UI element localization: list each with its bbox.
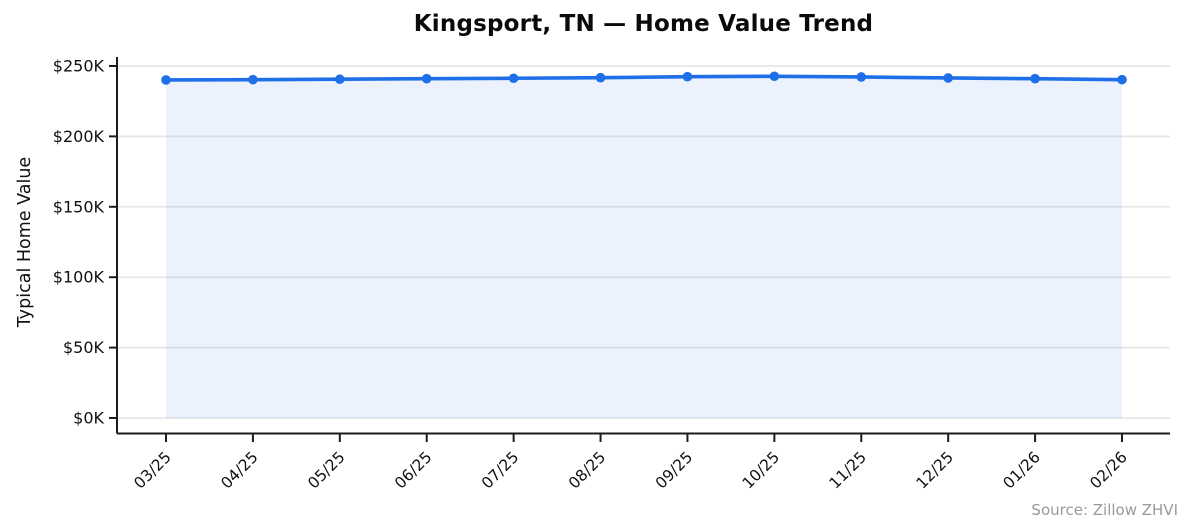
data-point-marker [1030,73,1040,84]
x-tick-label: 08/25 [565,448,609,492]
x-tick-label: 10/25 [739,448,783,492]
data-point-marker [856,72,867,82]
source-note: Source: Zillow ZHVI [1031,501,1178,519]
data-point-marker [682,71,693,82]
x-tick-label: 06/25 [391,448,435,492]
data-point-marker [248,74,258,85]
data-point-marker [335,74,345,85]
x-tick-label: 09/25 [652,448,696,492]
y-tick-label: $0K [73,409,104,428]
x-tick-label: 03/25 [131,448,175,492]
x-tick-label: 02/26 [1087,448,1131,492]
x-tick-label: 11/25 [826,448,870,492]
x-tick-label: 05/25 [304,448,348,492]
data-point-marker [595,72,606,83]
y-tick-label: $150K [53,197,105,216]
y-tick-label: $200K [53,127,105,146]
y-tick-label: $50K [63,338,105,357]
y-tick-label: $100K [53,268,105,287]
x-tick-label: 01/26 [1000,448,1044,492]
data-point-marker [769,71,780,82]
chart-title: Kingsport, TN — Home Value Trend [413,11,874,37]
trend-line [164,74,1124,82]
x-tick-label: 07/25 [478,448,522,492]
x-tick-label: 04/25 [217,448,261,492]
y-axis-label: Typical Home Value [15,157,35,328]
y-tick-label: $250K [53,57,105,76]
data-point-marker [161,75,171,85]
data-point-marker [943,73,953,83]
area-fill [166,76,1122,419]
data-point-marker [421,73,432,84]
data-point-marker [1117,74,1127,85]
x-tick-label: 12/25 [913,448,957,492]
data-point-marker [508,73,519,84]
